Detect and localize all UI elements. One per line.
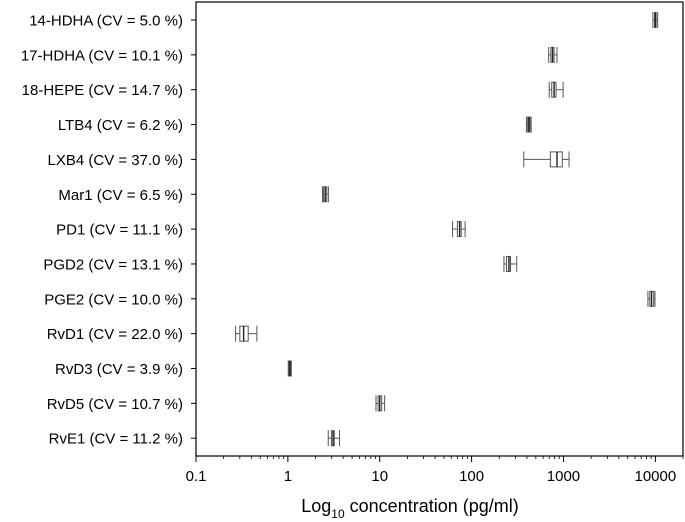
- box: [287, 360, 292, 377]
- box: [548, 46, 558, 63]
- box: [327, 430, 341, 447]
- box: [452, 221, 466, 238]
- x-tick-label: 10000: [634, 468, 676, 485]
- category-label: RvD1 (CV = 22.0 %): [47, 326, 183, 343]
- x-axis-label-prefix: Log: [301, 496, 331, 516]
- x-tick-label: 1000: [547, 468, 580, 485]
- box: [375, 395, 386, 412]
- box: [548, 81, 564, 98]
- box: [647, 290, 656, 307]
- category-label: 18-HEPE (CV = 14.7 %): [22, 82, 183, 99]
- category-label: LTB4 (CV = 6.2 %): [58, 117, 183, 134]
- axes: [195, 1, 684, 457]
- category-label: RvE1 (CV = 11.2 %): [49, 431, 183, 448]
- category-label: RvD5 (CV = 10.7 %): [47, 396, 183, 413]
- box: [523, 151, 570, 168]
- x-axis-label: Log10 concentration (pg/ml): [301, 496, 518, 521]
- x-tick-label: 0.1: [186, 468, 207, 485]
- category-label: PGE2 (CV = 10.0 %): [44, 291, 183, 308]
- category-label: 17-HDHA (CV = 10.1 %): [21, 47, 183, 64]
- box: [235, 325, 258, 342]
- box: [652, 12, 659, 28]
- category-label: 14-HDHA (CV = 5.0 %): [29, 13, 183, 30]
- category-label: PGD2 (CV = 13.1 %): [43, 256, 183, 273]
- category-label: RvD3 (CV = 3.9 %): [55, 361, 183, 378]
- box: [503, 255, 518, 272]
- x-tick-label: 10: [371, 468, 388, 485]
- x-axis-label-subscript: 10: [331, 507, 345, 521]
- category-label: PD1 (CV = 11.1 %): [56, 222, 183, 239]
- plot-frame: [195, 1, 684, 457]
- category-label: LXB4 (CV = 37.0 %): [48, 152, 183, 169]
- x-axis-label-suffix: concentration (pg/ml): [345, 496, 519, 516]
- boxes: [235, 12, 659, 447]
- category-labels: 14-HDHA (CV = 5.0 %) 17-HDHA (CV = 10.1 %…: [21, 13, 196, 448]
- x-ticks: 0.1 1 10 100 1000 10000: [186, 456, 684, 485]
- x-tick-label: 1: [284, 468, 292, 485]
- category-label: Mar1 (CV = 6.5 %): [58, 187, 183, 204]
- box: [525, 116, 532, 133]
- box: [321, 186, 329, 203]
- x-tick-label: 100: [459, 468, 484, 485]
